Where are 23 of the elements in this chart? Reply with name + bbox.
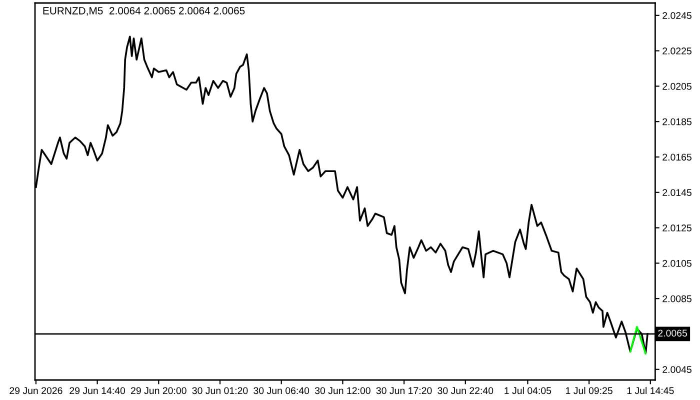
y-tick-label: 2.0165: [662, 154, 692, 161]
y-tick-label: 2.0185: [662, 118, 692, 126]
ref-line-label: 2.0065: [658, 330, 688, 337]
x-tick-label: 1 Jul 14:45: [627, 386, 674, 394]
x-tick-label: 1 Jul 04:05: [504, 386, 552, 394]
x-tick-label: 29 Jun 14:40: [70, 387, 126, 394]
y-tick-label: 2.0225: [662, 48, 692, 54]
x-tick-label: 1 Jul 09:25: [566, 386, 612, 394]
x-tick-label: 29 Jun 20:00: [131, 387, 186, 394]
x-tick-label: 30 Jun 17:20: [376, 387, 432, 394]
x-tick-label: 29 Jun 2026: [10, 387, 62, 394]
y-tick-label: 2.0245: [662, 12, 692, 20]
y-tick-label: 2.0105: [662, 260, 692, 267]
y-tick-label: 2.0145: [662, 189, 692, 196]
x-tick-label: 30 Jun 22:40: [438, 387, 494, 394]
y-tick-label: 2.0045: [662, 366, 692, 373]
x-tick-label: 30 Jun 12:00: [314, 387, 370, 394]
chart-title: EURNZD,M5 2.0064 2.0065 2.0064 2.0065: [43, 7, 245, 16]
x-tick-label: 30 Jun 06:40: [254, 387, 310, 394]
x-tick-label: 30 Jun 01:20: [192, 387, 248, 394]
y-tick-label: 2.0205: [662, 82, 692, 90]
y-tick-label: 2.0085: [662, 295, 692, 302]
y-tick-label: 2.0125: [662, 224, 692, 232]
